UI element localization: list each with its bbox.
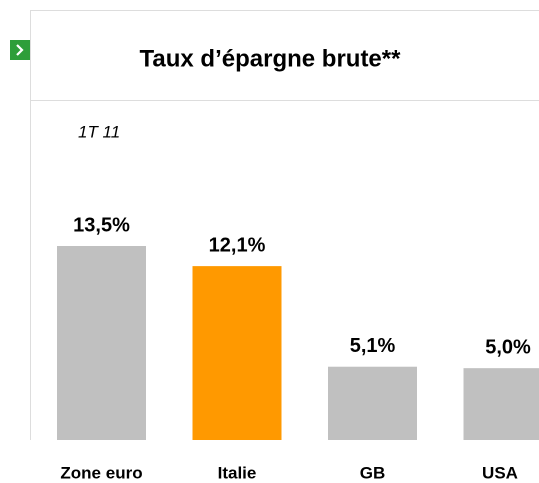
bar [463,368,539,440]
value-label: 5,0% [485,336,531,358]
chart-subtitle: 1T 11 [78,122,120,141]
bar [192,266,282,440]
x-tick-label: Zone euro [60,463,142,482]
title-box [30,10,539,101]
bar [328,366,417,440]
value-label: 12,1% [209,234,266,256]
x-tick-label: Italie [218,463,257,482]
value-label: 5,1% [350,335,396,357]
bar [57,246,146,440]
chart-title: Taux d’épargne brute** [140,45,402,72]
x-tick-label: USA [482,463,518,482]
icon-box [10,40,30,60]
x-tick-label: GB [360,463,386,482]
chevron-icon [16,44,24,56]
value-label: 13,5% [73,214,130,236]
